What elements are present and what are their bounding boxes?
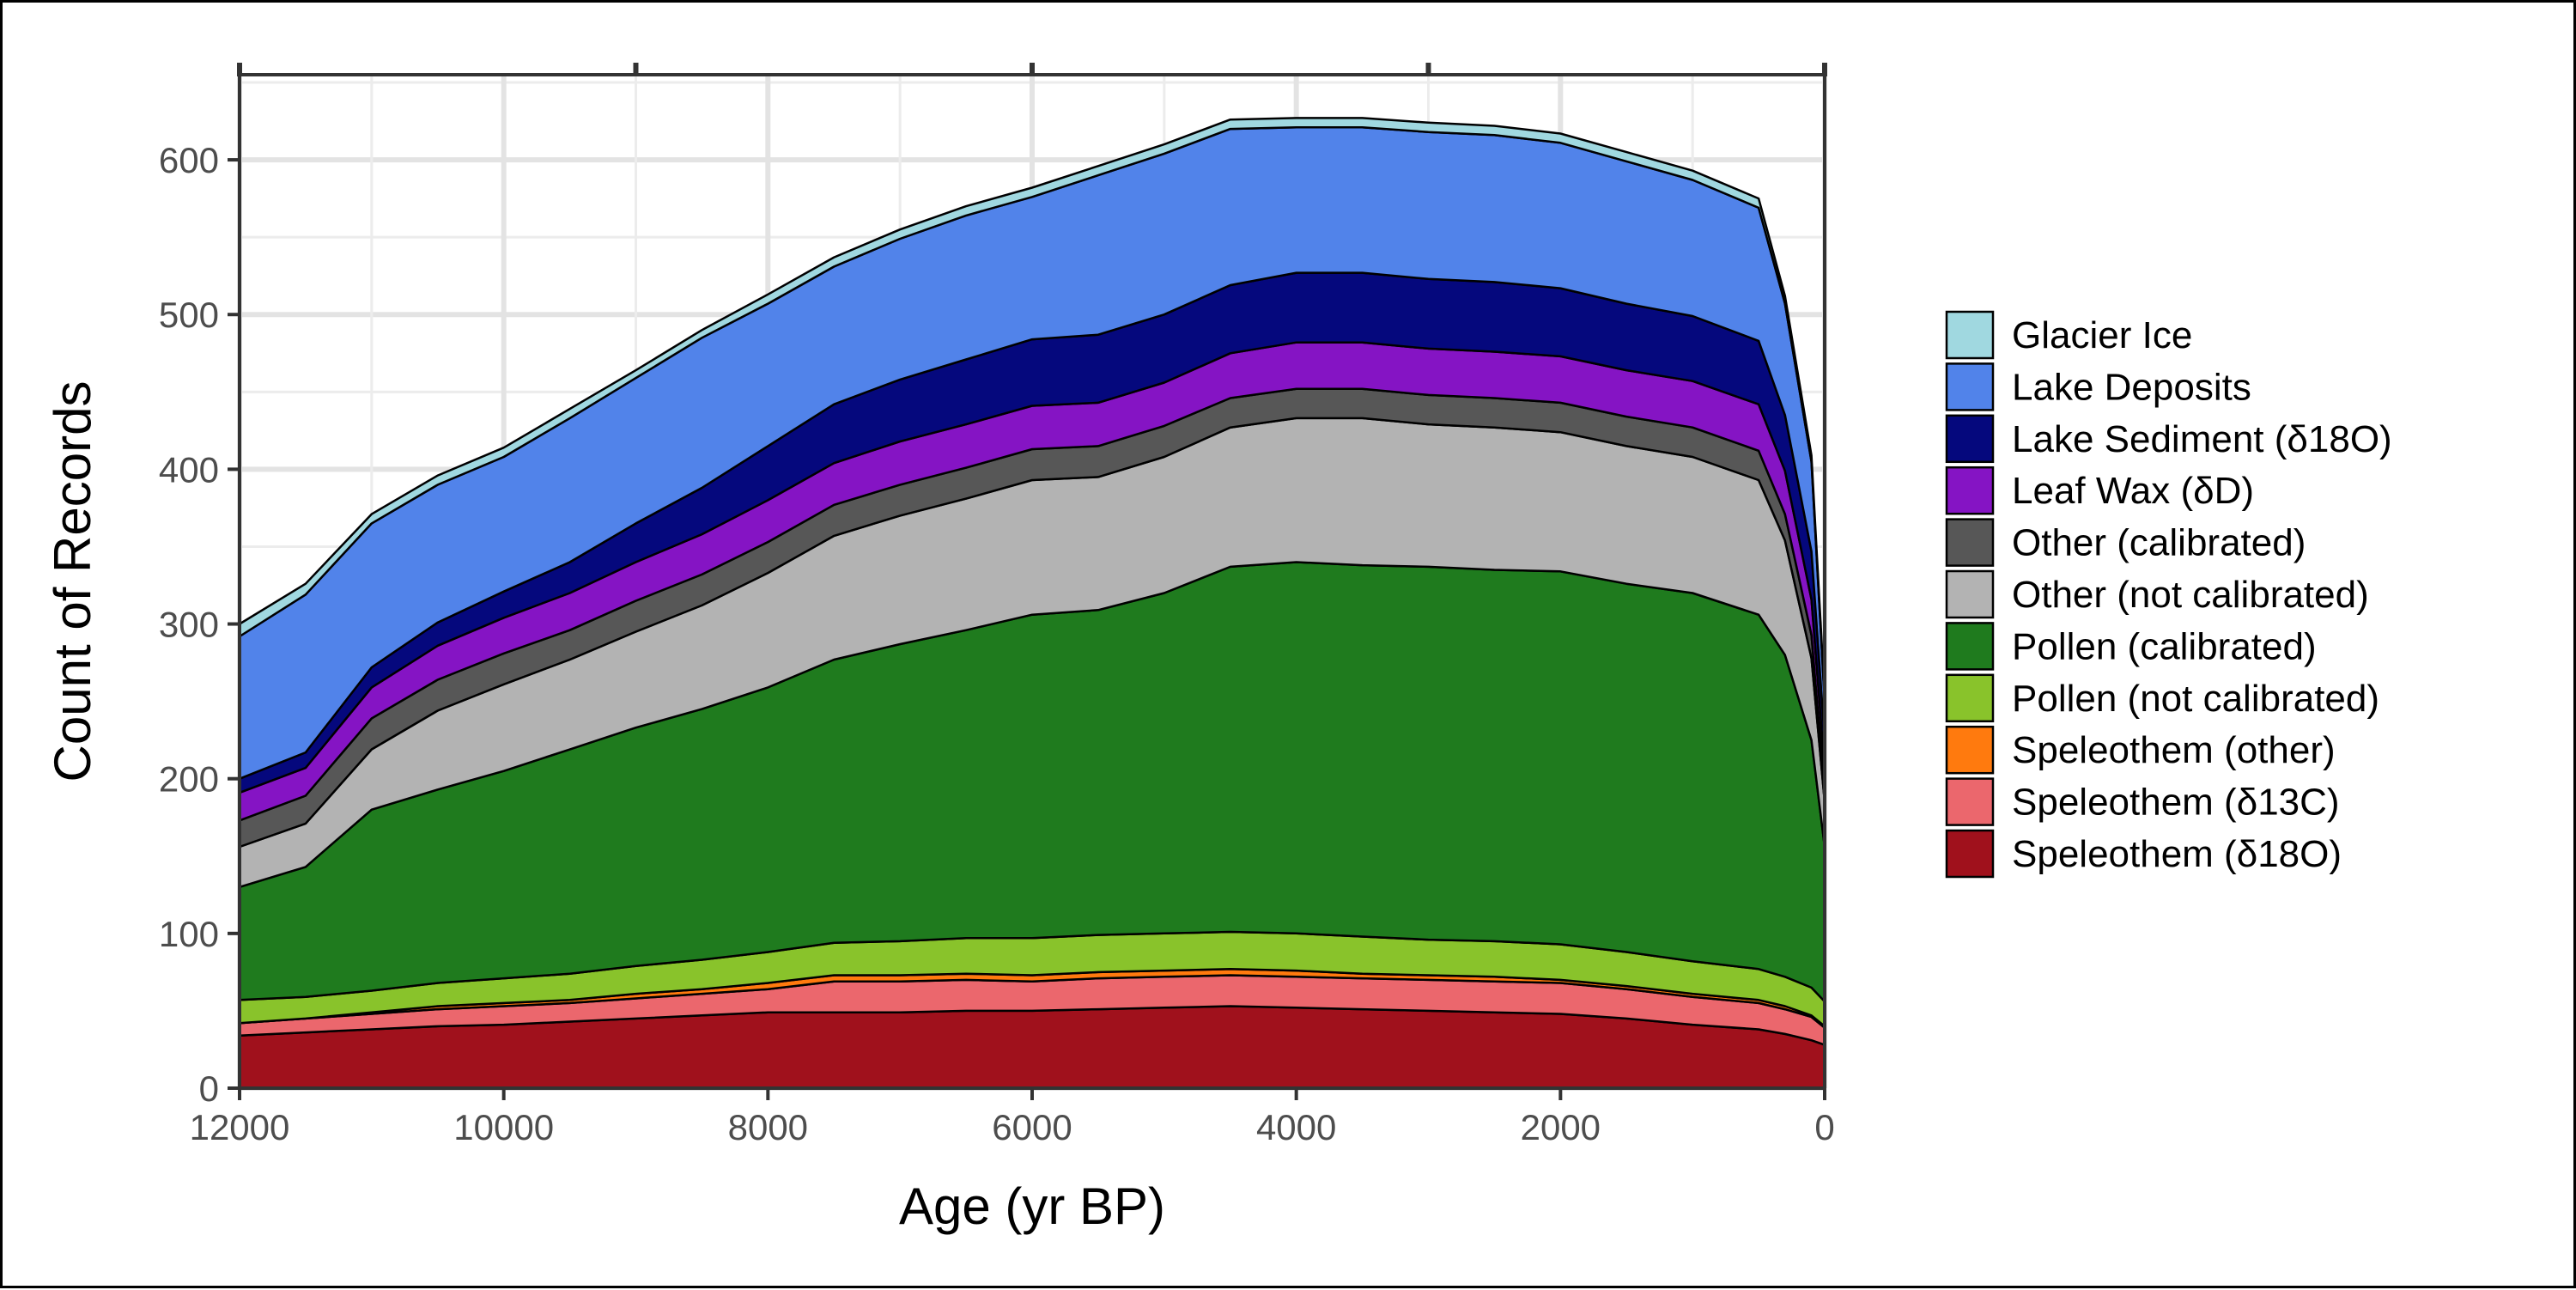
legend-key — [1945, 777, 1995, 826]
legend-key — [1945, 829, 1995, 879]
x-tick-label: 4000 — [1256, 1107, 1336, 1147]
x-tick-label: 0 — [1814, 1107, 1834, 1147]
legend-label: Speleothem (other) — [2012, 729, 2336, 771]
legend-key — [1945, 673, 1995, 723]
axes: 0 100 200 300 400 500 600 12000 10000 8000 6000 400… — [159, 63, 1835, 1147]
legend-key — [1945, 622, 1995, 671]
legend-key — [1945, 465, 1995, 515]
legend-label: Pollen (calibrated) — [2012, 625, 2317, 667]
stacked-area-chart: 0 100 200 300 400 500 600 12000 10000 8000 6000 400… — [44, 63, 2392, 1235]
legend-key — [1945, 518, 1995, 567]
legend-key — [1945, 725, 1995, 775]
legend-label: Other (not calibrated) — [2012, 574, 2369, 616]
y-tick-label: 600 — [159, 140, 219, 180]
x-axis-label: Age (yr BP) — [899, 1177, 1165, 1235]
y-tick-label: 400 — [159, 449, 219, 490]
legend-label: Glacier Ice — [2012, 314, 2192, 356]
y-tick-label: 500 — [159, 295, 219, 335]
legend-label: Lake Sediment (δ18O) — [2012, 418, 2392, 460]
legend-key — [1945, 569, 1995, 619]
y-axis-label: Count of Records — [44, 381, 101, 782]
legend-key — [1945, 362, 1995, 411]
legend: Glacier Ice Lake Deposits Lake Sediment (δ… — [1945, 310, 2392, 879]
x-tick-label: 2000 — [1521, 1107, 1601, 1147]
x-tick-label: 8000 — [728, 1107, 808, 1147]
y-tick-label: 0 — [199, 1068, 219, 1109]
legend-label: Speleothem (δ18O) — [2012, 833, 2342, 875]
legend-key — [1945, 310, 1995, 360]
x-tick-label: 12000 — [190, 1107, 290, 1147]
legend-label: Pollen (not calibrated) — [2012, 678, 2379, 720]
legend-label: Lake Deposits — [2012, 366, 2251, 408]
x-tick-label: 6000 — [992, 1107, 1072, 1147]
legend-key — [1945, 414, 1995, 464]
legend-label: Speleothem (δ13C) — [2012, 782, 2340, 824]
x-tick-label: 10000 — [453, 1107, 554, 1147]
y-tick-label: 200 — [159, 759, 219, 800]
area-layers — [238, 117, 1826, 1090]
legend-label: Other (calibrated) — [2012, 522, 2306, 564]
legend-label: Leaf Wax (δD) — [2012, 470, 2254, 512]
y-tick-label: 100 — [159, 914, 219, 954]
y-tick-label: 300 — [159, 605, 219, 645]
